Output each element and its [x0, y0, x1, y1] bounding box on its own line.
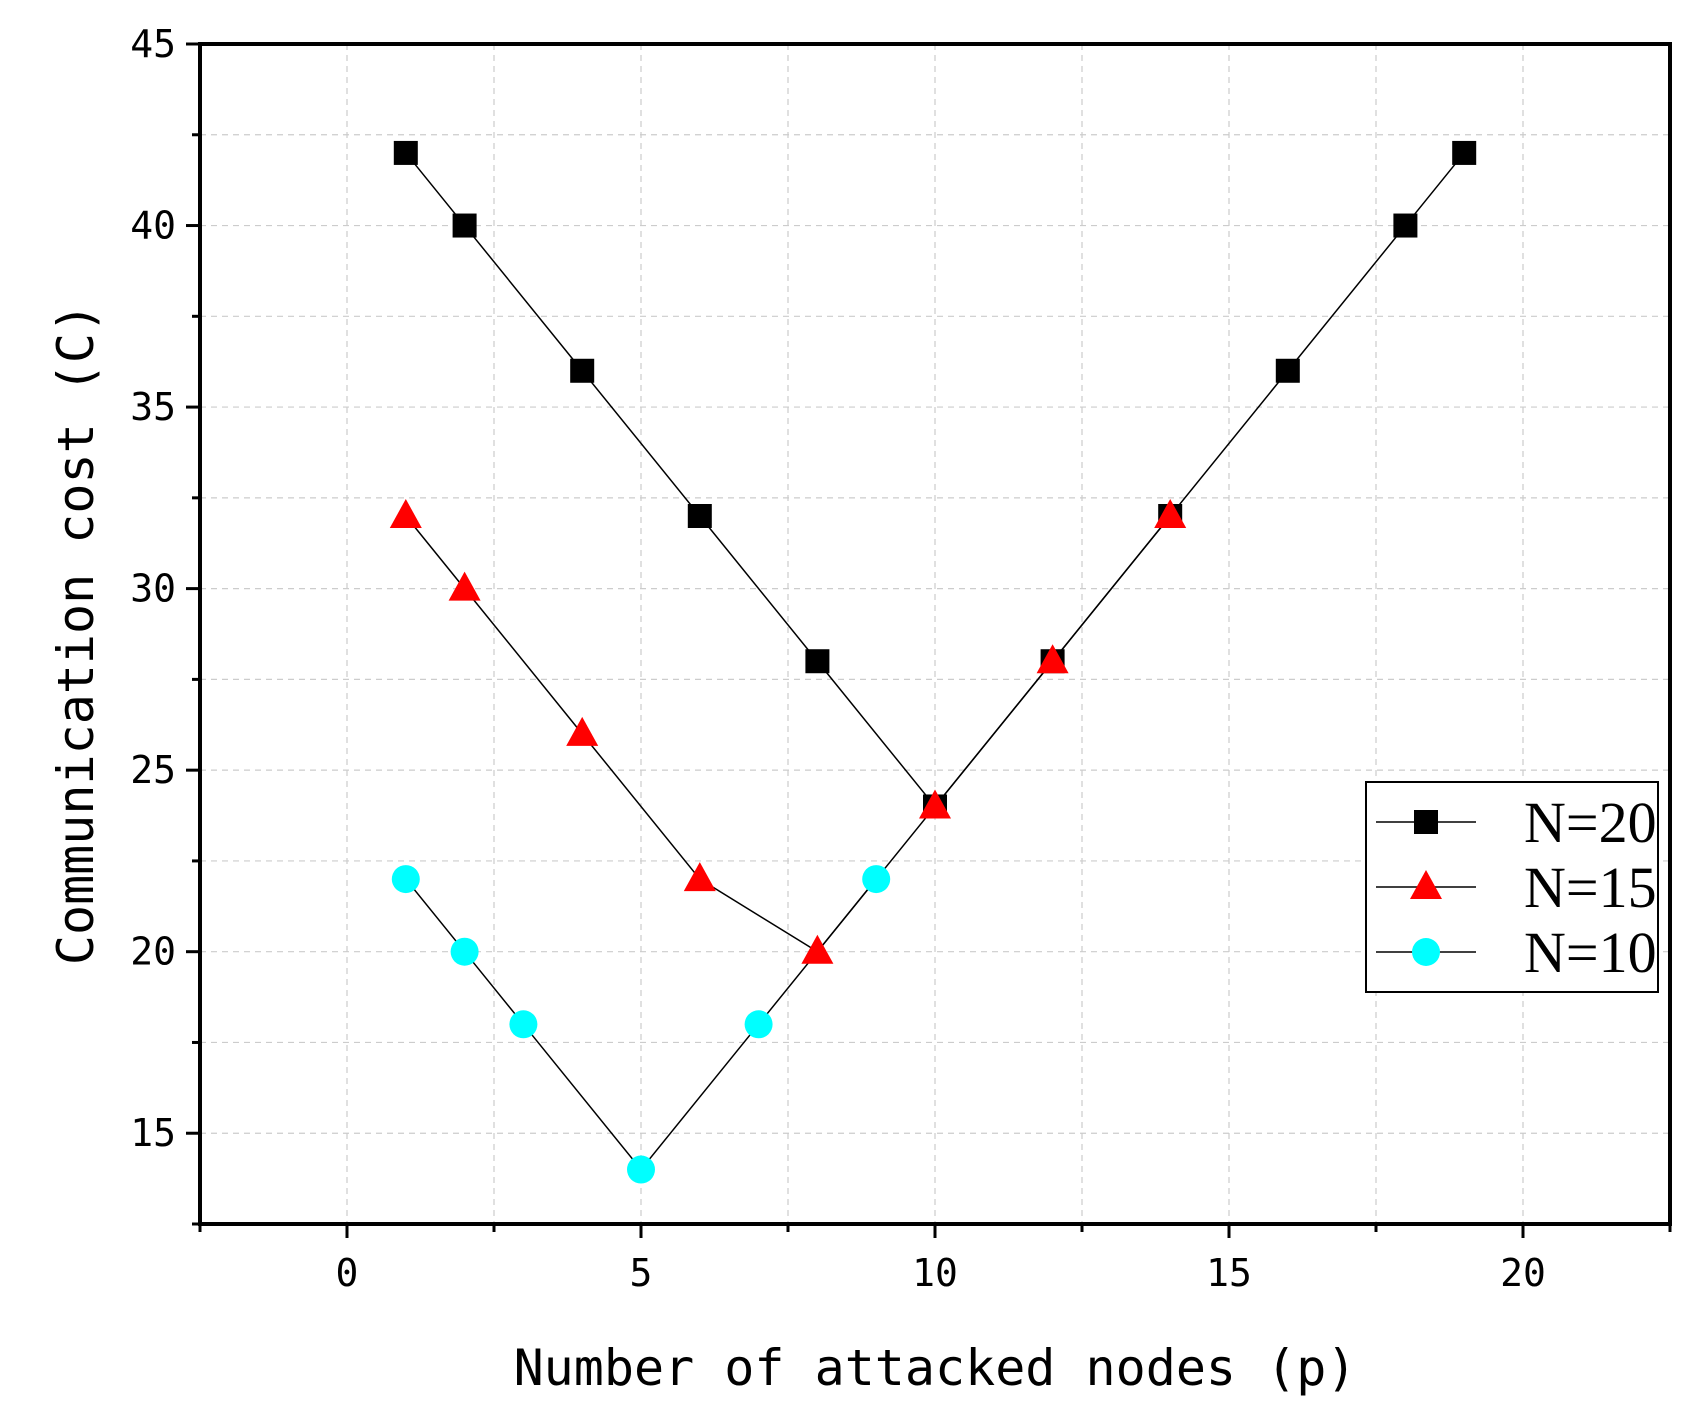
- data-point-2-2: [509, 1010, 538, 1039]
- series-line-1: [405, 515, 1171, 953]
- data-point-0-4: [805, 649, 830, 674]
- legend-label-1: N=15: [1524, 855, 1657, 920]
- data-point-1-0: [389, 499, 422, 528]
- x-tick-label: 20: [1500, 1251, 1546, 1295]
- legend-marker-1: [1410, 870, 1442, 899]
- y-tick-label: 35: [130, 385, 176, 429]
- y-tick-label: 25: [130, 748, 176, 792]
- legend-marker-2: [1412, 938, 1440, 966]
- data-point-0-1: [452, 213, 477, 238]
- x-tick-labels: 0 5 10 15 20: [336, 1251, 1546, 1295]
- y-tick-label: 15: [130, 1111, 176, 1155]
- legend-label-0: N=20: [1524, 790, 1657, 855]
- legend-marker-0: [1414, 810, 1438, 834]
- data-point-1-3: [683, 862, 716, 892]
- data-point-0-10: [1452, 140, 1477, 165]
- data-point-1-5: [919, 789, 951, 819]
- y-axis-label: Communication cost (C): [47, 303, 105, 965]
- data-point-0-0: [393, 140, 418, 165]
- data-point-1-4: [801, 934, 834, 964]
- x-tick-label: 5: [630, 1251, 653, 1295]
- data-point-0-9: [1393, 213, 1418, 238]
- series-markers: [389, 140, 1477, 1184]
- data-point-2-0: [391, 865, 420, 894]
- series-line-2: [405, 878, 877, 1171]
- x-tick-label: 15: [1206, 1251, 1252, 1295]
- data-point-1-7: [1154, 499, 1187, 528]
- axis-ticks: [186, 42, 1672, 1238]
- x-axis-label: Number of attacked nodes (p): [514, 1339, 1357, 1397]
- data-point-1-1: [448, 571, 481, 601]
- y-tick-label: 20: [130, 930, 176, 974]
- legend-label-2: N=10: [1524, 920, 1657, 985]
- data-point-2-3: [627, 1155, 655, 1184]
- data-point-0-2: [570, 358, 595, 383]
- y-tick-label: 30: [130, 567, 176, 611]
- grid-lines: [200, 44, 1670, 1224]
- data-point-2-1: [450, 937, 479, 966]
- x-tick-label: 10: [912, 1251, 958, 1295]
- data-point-2-5: [862, 865, 891, 894]
- data-point-1-6: [1036, 644, 1069, 674]
- data-point-0-8: [1275, 358, 1300, 383]
- data-point-2-4: [744, 1010, 773, 1039]
- y-tick-labels: 15 20 25 30 35 40 45: [130, 22, 176, 1155]
- x-tick-label: 0: [336, 1251, 359, 1295]
- data-point-1-2: [566, 716, 599, 746]
- data-point-0-3: [687, 504, 712, 528]
- legend: N=20N=15N=10: [1365, 781, 1659, 993]
- y-tick-label: 40: [130, 204, 176, 248]
- y-tick-label: 45: [130, 22, 176, 66]
